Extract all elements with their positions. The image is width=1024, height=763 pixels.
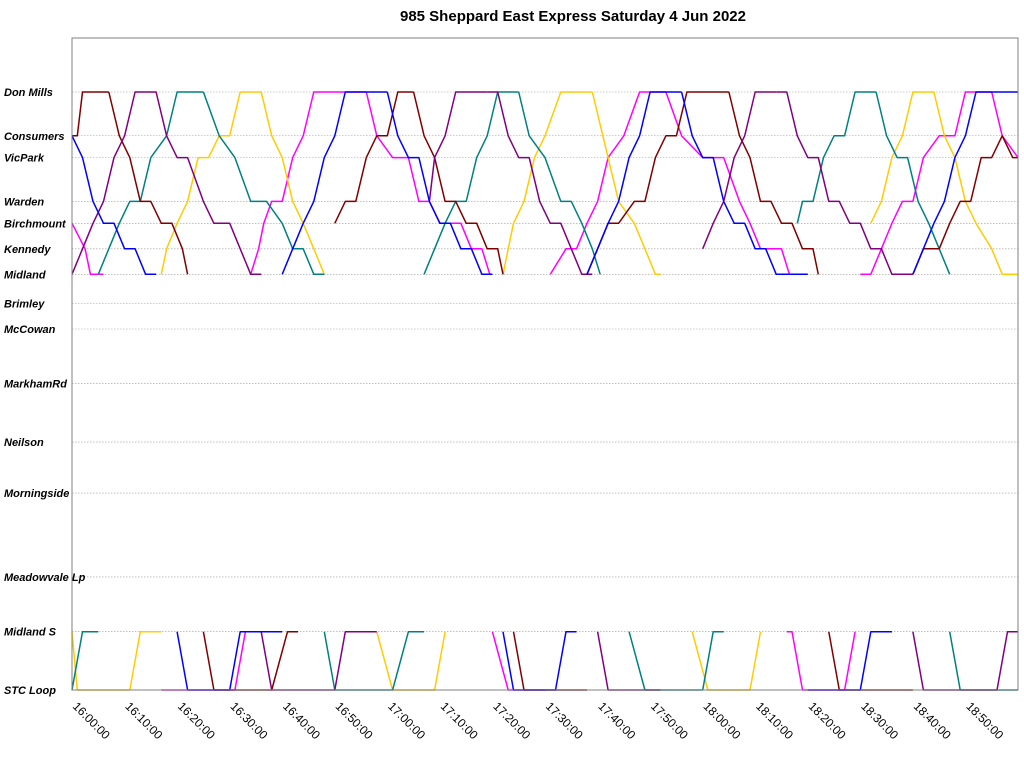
stop-label: Neilson <box>4 437 44 449</box>
trip-line <box>912 630 1018 691</box>
trip-line <box>423 91 519 275</box>
stop-label: Warden <box>4 196 44 208</box>
trip-line <box>260 91 325 275</box>
trip-line <box>786 630 856 691</box>
time-tick-label: 17:00:00 <box>385 699 428 742</box>
trip-line <box>71 91 146 275</box>
trip-line <box>702 91 777 250</box>
trip-line <box>129 630 162 691</box>
plot-frame <box>71 37 1019 691</box>
time-tick-label: 17:20:00 <box>490 699 533 742</box>
trip-line <box>323 630 425 691</box>
chart-title: 985 Sheppard East Express Saturday 4 Jun… <box>400 8 746 25</box>
trip-line <box>281 91 388 275</box>
trip-line <box>202 91 325 276</box>
bus-series <box>71 91 1019 691</box>
trip-line <box>591 91 661 276</box>
bus-series <box>71 91 1018 691</box>
time-tick-label: 16:00:00 <box>70 699 113 742</box>
time-tick-label: 18:10:00 <box>753 699 796 742</box>
trip-line <box>145 91 262 276</box>
stop-label: Brimley <box>4 298 45 310</box>
bus-series <box>72 91 1018 691</box>
stop-label: McCowan <box>4 324 56 336</box>
trip-line <box>870 91 946 224</box>
trip-line <box>665 91 791 275</box>
trip-line <box>376 631 446 691</box>
trip-line <box>260 631 335 691</box>
stop-label: VicPark <box>4 153 45 165</box>
trip-line <box>72 91 109 137</box>
trip-line <box>502 91 593 275</box>
trip-line <box>776 91 913 276</box>
trip-line <box>912 135 1018 275</box>
stop-gridlines <box>72 91 1018 691</box>
stop-label: Consumers <box>4 131 65 143</box>
trip-line <box>108 91 189 275</box>
trip-line <box>161 631 247 691</box>
trip-line <box>97 91 204 275</box>
trip-line <box>517 91 601 275</box>
stop-label: Morningside <box>4 488 69 500</box>
time-tick-label: 16:20:00 <box>175 699 218 742</box>
stop-label: MarkhamRd <box>4 379 67 391</box>
trip-line <box>71 135 157 276</box>
time-tick-label: 16:10:00 <box>122 699 165 742</box>
time-tick-label: 17:40:00 <box>595 699 638 742</box>
trip-line <box>512 631 587 691</box>
stop-label: Meadowvale Lp <box>4 572 86 584</box>
trip-line <box>586 91 682 275</box>
time-tick-label: 18:50:00 <box>963 699 1006 742</box>
trip-line <box>160 91 262 275</box>
bus-series <box>71 91 1018 691</box>
bus-trips <box>71 91 1019 691</box>
time-tick-label: 18:20:00 <box>806 699 849 742</box>
time-tick-label: 16:30:00 <box>228 699 271 742</box>
trip-line <box>875 91 951 275</box>
trip-line <box>796 91 877 224</box>
bus-series <box>71 91 1018 691</box>
trip-line <box>71 630 99 691</box>
time-tick-label: 17:50:00 <box>648 699 691 742</box>
bus-series <box>71 91 1018 691</box>
stop-label: Midland <box>4 269 46 281</box>
trip-line <box>487 91 593 276</box>
stop-label: Midland S <box>4 627 57 639</box>
trip-line <box>71 222 104 276</box>
stop-label: Birchmount <box>4 218 67 230</box>
trip-line <box>912 91 1018 275</box>
time-tick-label: 17:30:00 <box>543 699 586 742</box>
trip-line <box>202 630 298 691</box>
stop-labels: Don Mills Consumers VicPark Warden Birchmoun… <box>4 87 86 697</box>
trip-line <box>691 631 762 691</box>
trip-line <box>701 630 724 691</box>
stop-label: Kennedy <box>4 244 51 256</box>
trip-line <box>386 91 493 276</box>
time-tick-label: 18:30:00 <box>858 699 901 742</box>
trip-line <box>428 91 488 202</box>
time-tick-label: 17:10:00 <box>438 699 481 742</box>
trip-line <box>412 91 504 275</box>
trip-line <box>828 631 913 691</box>
time-tick-label: 16:50:00 <box>333 699 376 742</box>
trip-line <box>586 91 729 275</box>
trip-line <box>628 631 703 691</box>
time-axis-labels: 16:00:00 16:10:00 16:20:00 16:30:00 16:40:00… <box>70 699 1007 742</box>
time-tick-label: 18:40:00 <box>911 699 954 742</box>
time-tick-label: 18:00:00 <box>701 699 744 742</box>
trip-line <box>680 91 808 276</box>
time-tick-label: 16:40:00 <box>280 699 323 742</box>
trip-line <box>334 91 414 224</box>
trip-line <box>728 91 820 275</box>
trip-line <box>334 630 377 691</box>
trip-line <box>502 630 577 691</box>
trip-line <box>596 631 661 691</box>
stop-label: Don Mills <box>4 87 53 99</box>
stop-label: STC Loop <box>4 685 56 697</box>
trip-line <box>948 631 1018 691</box>
